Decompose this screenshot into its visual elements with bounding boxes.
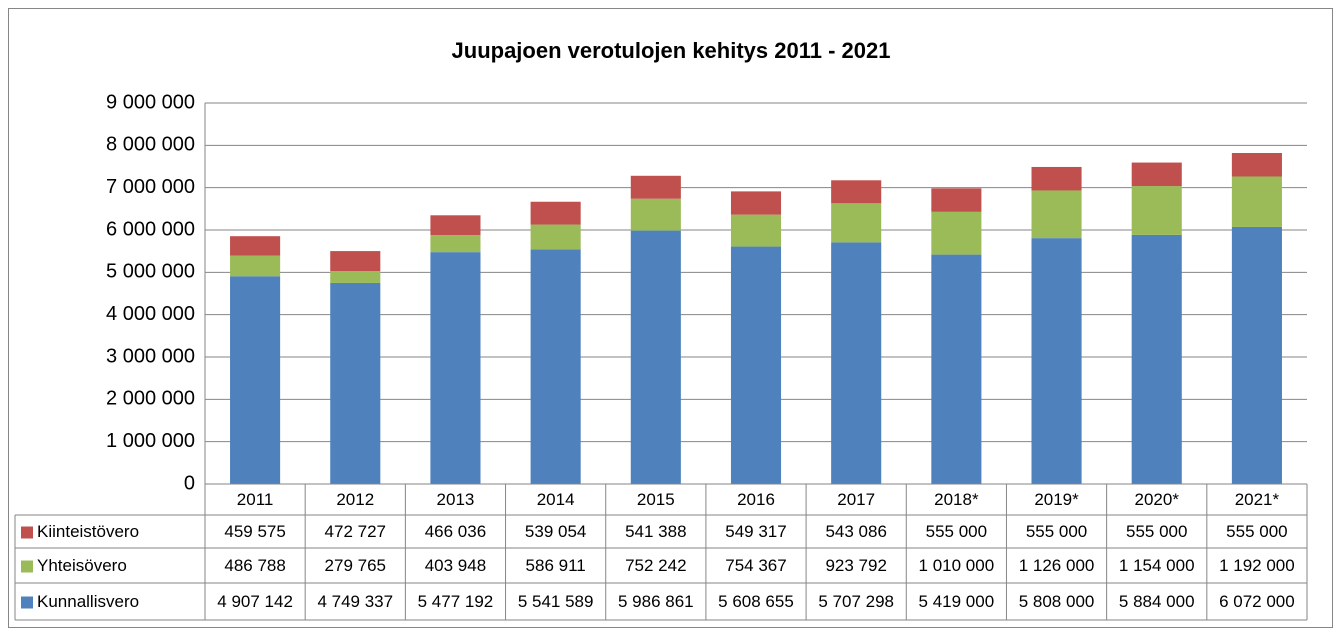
bar-segment <box>831 242 882 484</box>
bar-segment <box>330 271 381 283</box>
bar-segment <box>931 188 982 212</box>
bar-segment <box>1031 238 1082 484</box>
bar-segment <box>1231 152 1282 177</box>
bar-segment <box>730 191 782 215</box>
table-value: 5 707 298 <box>818 592 894 611</box>
table-value: 539 054 <box>525 522 586 541</box>
table-value: 5 884 000 <box>1119 592 1195 611</box>
bar-segment <box>530 249 581 484</box>
table-value: 754 367 <box>725 556 786 575</box>
table-value: 403 948 <box>425 556 486 575</box>
y-tick-label: 7 000 000 <box>106 176 195 198</box>
bar-segment <box>1131 186 1182 235</box>
bar-segment <box>1231 226 1282 484</box>
table-value: 549 317 <box>725 522 786 541</box>
bar-segment <box>630 230 681 484</box>
table-value: 5 608 655 <box>718 592 794 611</box>
y-tick-label: 9 000 000 <box>106 91 195 113</box>
table-value: 586 911 <box>526 556 586 575</box>
bar-segment <box>230 255 281 277</box>
x-tick-label: 2017 <box>837 490 875 509</box>
bar-segment <box>730 214 782 247</box>
bar-segment <box>931 211 982 255</box>
y-tick-label: 6 000 000 <box>106 218 195 240</box>
chart-title: Juupajoen verotulojen kehitys 2011 - 202… <box>452 38 891 63</box>
y-tick-label: 3 000 000 <box>106 345 195 367</box>
legend-label: Kunnallisvero <box>37 592 139 611</box>
x-tick-label: 2018* <box>934 490 979 509</box>
x-tick-label: 2014 <box>537 490 575 509</box>
y-tick-label: 4 000 000 <box>106 303 195 325</box>
bar-segment <box>831 180 882 204</box>
table-value: 472 727 <box>325 522 386 541</box>
table-value: 6 072 000 <box>1219 592 1295 611</box>
legend-label: Yhteisövero <box>37 556 127 575</box>
table-value: 543 086 <box>825 522 886 541</box>
x-tick-label: 2013 <box>437 490 475 509</box>
bar-segment <box>1231 176 1282 227</box>
bar-segment <box>330 251 381 272</box>
legend-swatch <box>21 526 33 539</box>
legend-label: Kiinteistövero <box>37 522 139 541</box>
table-value: 1 192 000 <box>1219 556 1295 575</box>
table-value: 5 986 861 <box>618 592 694 611</box>
bar-segment <box>630 175 681 199</box>
bar-segment <box>530 224 581 250</box>
y-tick-label: 8 000 000 <box>106 134 195 156</box>
table-value: 5 419 000 <box>919 592 995 611</box>
x-tick-label: 2019* <box>1034 490 1079 509</box>
table-value: 1 126 000 <box>1019 556 1095 575</box>
table-value: 5 808 000 <box>1019 592 1095 611</box>
x-tick-label: 2012 <box>336 490 374 509</box>
table-value: 4 907 142 <box>217 592 293 611</box>
bar-segment <box>1131 234 1182 484</box>
bar-segment <box>430 252 481 484</box>
bar-segment <box>730 246 782 484</box>
table-value: 486 788 <box>224 556 285 575</box>
legend-swatch <box>21 560 33 573</box>
table-value: 1 154 000 <box>1119 556 1195 575</box>
table-value: 555 000 <box>1226 522 1287 541</box>
x-tick-label: 2020* <box>1135 490 1180 509</box>
table-value: 466 036 <box>425 522 486 541</box>
table-value: 541 388 <box>625 522 686 541</box>
bar-segment <box>330 282 381 484</box>
x-tick-label: 2021* <box>1235 490 1280 509</box>
table-value: 279 765 <box>325 556 386 575</box>
x-tick-label: 2015 <box>637 490 675 509</box>
bar-segment <box>831 203 882 243</box>
y-tick-label: 2 000 000 <box>106 388 195 410</box>
bar-segment <box>430 215 481 236</box>
y-tick-label: 5 000 000 <box>106 261 195 283</box>
table-value: 923 792 <box>825 556 886 575</box>
table-value: 459 575 <box>224 522 285 541</box>
table-value: 555 000 <box>926 522 987 541</box>
x-tick-label: 2011 <box>237 490 274 509</box>
table-value: 555 000 <box>1126 522 1187 541</box>
bar-segment <box>1031 166 1082 191</box>
bar-segment <box>530 201 581 225</box>
table-value: 5 541 589 <box>518 592 594 611</box>
bar-segment <box>1131 162 1182 187</box>
y-tick-label: 0 <box>184 472 195 494</box>
bar-segment <box>1031 190 1082 239</box>
bar-segment <box>630 198 681 231</box>
table-value: 752 242 <box>625 556 686 575</box>
y-tick-label: 1 000 000 <box>106 430 195 452</box>
bar-segment <box>230 276 281 484</box>
bar-segment <box>931 254 982 484</box>
table-value: 555 000 <box>1026 522 1087 541</box>
table-value: 1 010 000 <box>919 556 995 575</box>
bar-segment <box>430 235 481 253</box>
legend-swatch <box>21 596 33 609</box>
bar-segment <box>230 236 281 256</box>
table-value: 5 477 192 <box>418 592 494 611</box>
x-tick-label: 2016 <box>737 490 775 509</box>
table-value: 4 749 337 <box>317 592 393 611</box>
